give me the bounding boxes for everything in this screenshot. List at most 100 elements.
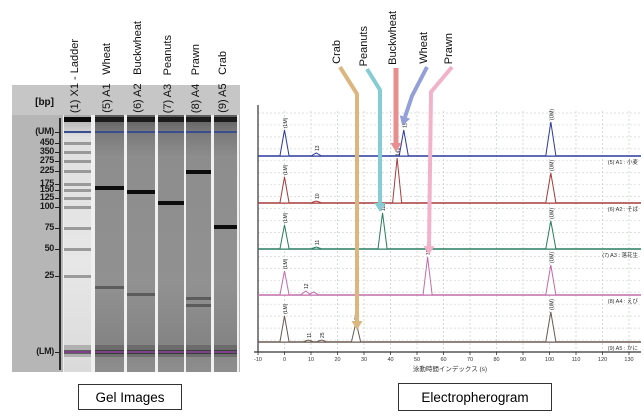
peak: [316, 339, 327, 342]
gel-marker-label: 275: [39, 155, 54, 165]
peak-label: 141: [396, 147, 402, 156]
gel-marker-label: 150: [39, 184, 54, 194]
gel-header-strip: [12, 85, 240, 115]
gel-top-band: [214, 117, 237, 122]
peak: [545, 172, 557, 203]
um-line: [127, 131, 155, 133]
peak: [422, 256, 433, 295]
peak: [303, 339, 314, 342]
peak-label: (UM): [549, 160, 555, 171]
gel-top-band: [127, 117, 155, 122]
peak: [545, 121, 557, 156]
gel-marker-label: 75: [44, 222, 55, 232]
x-tick-label: 30: [361, 357, 367, 363]
gel-marker-tick: [55, 275, 59, 277]
arrow-label-prawn: Prawn: [443, 32, 455, 64]
um-line: [64, 131, 91, 133]
gel-top-band: [64, 117, 91, 122]
gel-marker-label: 125: [39, 192, 54, 202]
gel-ladder-band: [64, 248, 91, 251]
peak: [308, 291, 319, 295]
epg-caption-box: Electropherogram: [398, 383, 552, 411]
gel-ladder-band: [64, 170, 91, 173]
x-tick-label: 120: [598, 357, 607, 363]
x-tick-label: 90: [520, 357, 526, 363]
gel-lane-buckwheat: [127, 115, 155, 372]
arrow-label-peanuts: Peanuts: [358, 25, 370, 66]
peak: [300, 290, 311, 295]
bp-axis-label: [bp]: [35, 97, 54, 108]
gel-ladder-band: [64, 183, 91, 186]
x-tick-label: 70: [467, 357, 473, 363]
arrow-peanuts: [365, 67, 382, 203]
peak: [279, 129, 290, 156]
peak-label: (LM): [283, 212, 289, 223]
gel-top-band: [95, 117, 124, 122]
gel-lane-prawn: [186, 115, 211, 372]
peak: [311, 152, 322, 156]
gel-marker-tick: [55, 183, 59, 185]
gel-band: [158, 201, 184, 206]
gel-lane-crab: [214, 115, 237, 372]
gel-marker-tick: [55, 197, 59, 199]
arrowhead-crab: [351, 321, 363, 330]
gel-band: [214, 225, 237, 230]
gel-marker-label: 50: [44, 243, 55, 253]
x-tick-label: 10: [308, 357, 314, 363]
gel-band-faint: [186, 303, 211, 307]
gel-marker-tick: [55, 151, 59, 153]
gel-marker-label: 350: [39, 146, 54, 156]
peak-label: 13: [315, 145, 321, 151]
peak: [545, 220, 557, 249]
peak-label: 11: [307, 333, 313, 338]
arrowhead-buckwheat: [390, 143, 402, 152]
trace-right-label: (5) A1 : 小麦: [608, 158, 639, 166]
gel-marker-tick: [55, 351, 59, 353]
gel-marker-tick: [55, 142, 59, 144]
um-line: [186, 131, 211, 133]
peak-label: (UM): [549, 252, 555, 263]
gel-marker-label: 175: [39, 178, 54, 188]
gel-marker-tick: [55, 170, 59, 172]
peak: [279, 224, 290, 249]
gel-lane-ladder: [64, 115, 91, 372]
arrow-prawn: [427, 65, 454, 247]
gel-ladder-band: [64, 189, 91, 192]
gel-band: [95, 185, 124, 190]
x-axis-title: 泳動時間インデックス (s): [412, 366, 488, 373]
x-tick-label: 130: [624, 357, 633, 363]
arrow-label-buckwheat: Buckwheat: [387, 11, 399, 65]
x-tick-label: -10: [254, 357, 262, 363]
gel-ladder-band: [64, 197, 91, 200]
peak-label: (LM): [283, 303, 289, 314]
peak-label: 113: [381, 203, 387, 211]
arrowhead-prawn: [423, 245, 435, 255]
gel-marker-label: 25: [44, 270, 55, 280]
x-tick-label: 20: [334, 357, 340, 363]
gel-top-band: [158, 117, 184, 122]
arrow-wheat: [403, 66, 429, 118]
peak: [545, 311, 557, 342]
x-tick-label: 0: [283, 357, 286, 363]
gel-band-faint: [186, 296, 211, 300]
gel-caption-box: Gel Images: [78, 384, 182, 410]
trace-right-label: (9) A5 : かに: [608, 345, 638, 352]
x-tick-label: 40: [387, 357, 393, 363]
peak: [545, 264, 557, 295]
gel-marker-label: (LM): [36, 346, 54, 356]
gel-band-faint: [95, 285, 124, 289]
gel-lane-peanuts: [158, 115, 184, 372]
x-tick-label: 80: [493, 357, 499, 363]
gel-marker-tick: [55, 206, 59, 208]
peak-label: (LM): [283, 164, 289, 175]
peak: [377, 212, 388, 249]
arrow-label-crab: Crab: [331, 40, 343, 64]
lm-line: [64, 351, 91, 353]
peak-label: (LM): [283, 117, 289, 128]
gel-ladder-band: [64, 160, 91, 163]
gel-marker-label: (UM): [35, 126, 54, 136]
peak-label: (UM): [549, 299, 555, 310]
gel-caption: Gel Images: [95, 389, 165, 405]
gel-marker-label: 450: [39, 137, 54, 147]
